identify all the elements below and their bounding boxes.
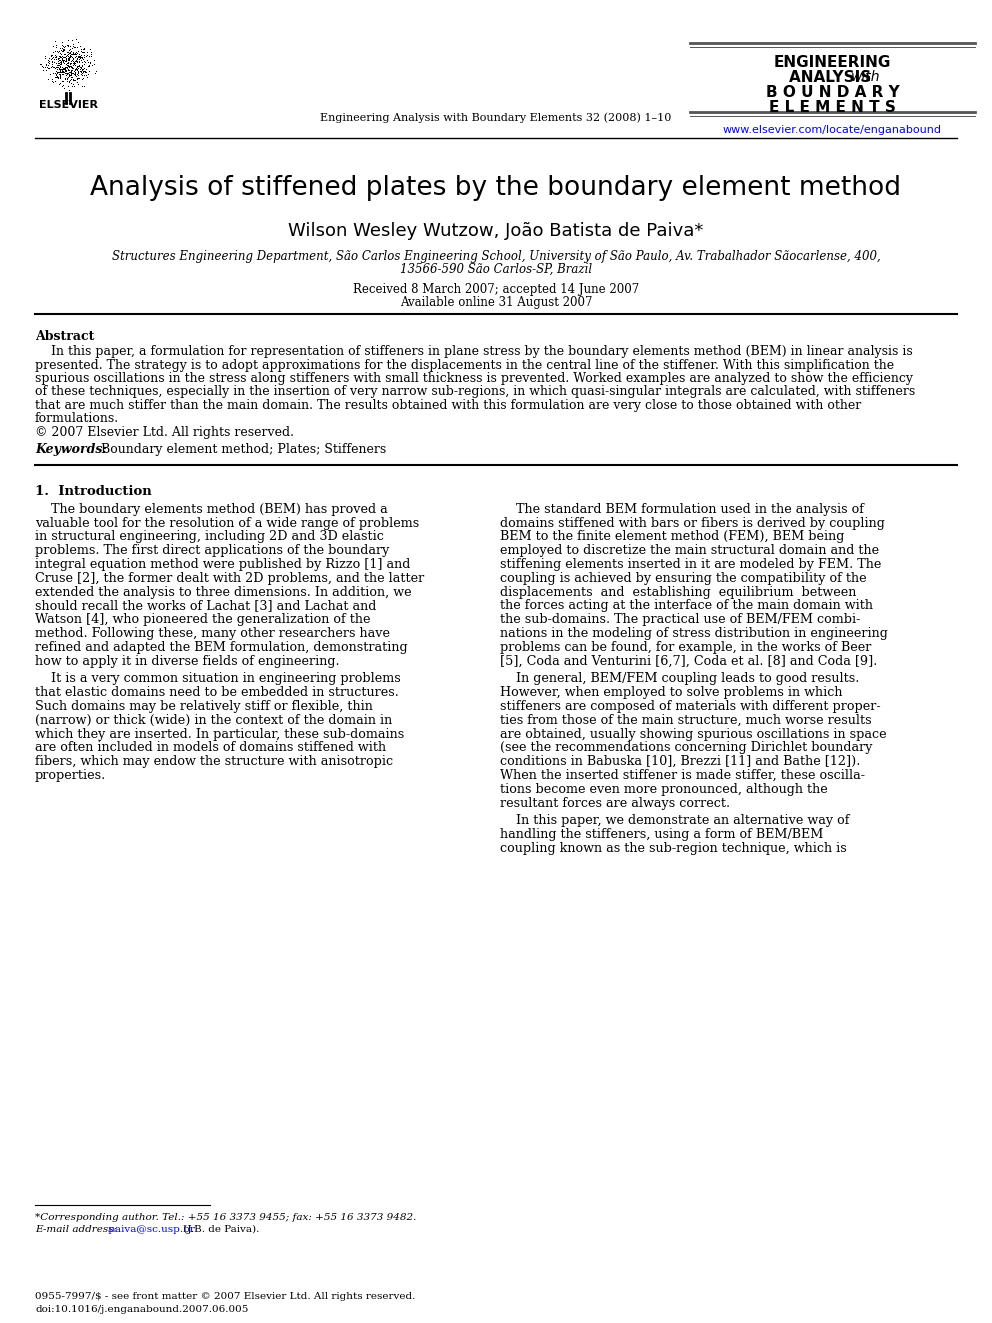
Text: coupling is achieved by ensuring the compatibility of the: coupling is achieved by ensuring the com… xyxy=(500,572,867,585)
Text: Such domains may be relatively stiff or flexible, thin: Such domains may be relatively stiff or … xyxy=(35,700,373,713)
Text: of these techniques, especially in the insertion of very narrow sub-regions, in : of these techniques, especially in the i… xyxy=(35,385,916,398)
Text: 13566-590 São Carlos-SP, Brazil: 13566-590 São Carlos-SP, Brazil xyxy=(400,263,592,277)
Text: Structures Engineering Department, São Carlos Engineering School, University of : Structures Engineering Department, São C… xyxy=(112,250,880,263)
Text: tions become even more pronounced, although the: tions become even more pronounced, altho… xyxy=(500,783,827,796)
Text: ties from those of the main structure, much worse results: ties from those of the main structure, m… xyxy=(500,714,872,726)
Text: the sub-domains. The practical use of BEM/FEM combi-: the sub-domains. The practical use of BE… xyxy=(500,613,860,626)
Text: are obtained, usually showing spurious oscillations in space: are obtained, usually showing spurious o… xyxy=(500,728,887,741)
Text: displacements  and  establishing  equilibrium  between: displacements and establishing equilibri… xyxy=(500,586,856,598)
Text: Watson [4], who pioneered the generalization of the: Watson [4], who pioneered the generaliza… xyxy=(35,613,370,626)
Text: *Corresponding author. Tel.: +55 16 3373 9455; fax: +55 16 3373 9482.: *Corresponding author. Tel.: +55 16 3373… xyxy=(35,1213,417,1222)
Text: domains stiffened with bars or fibers is derived by coupling: domains stiffened with bars or fibers is… xyxy=(500,516,885,529)
Text: ENGINEERING: ENGINEERING xyxy=(774,56,891,70)
Text: However, when employed to solve problems in which: However, when employed to solve problems… xyxy=(500,687,842,699)
Text: E L E M E N T S: E L E M E N T S xyxy=(769,101,896,115)
Text: formulations.: formulations. xyxy=(35,413,119,426)
Text: In this paper, we demonstrate an alternative way of: In this paper, we demonstrate an alterna… xyxy=(500,815,849,827)
Text: with: with xyxy=(850,70,880,83)
Text: Received 8 March 2007; accepted 14 June 2007: Received 8 March 2007; accepted 14 June … xyxy=(353,283,639,296)
Text: presented. The strategy is to adopt approximations for the displacements in the : presented. The strategy is to adopt appr… xyxy=(35,359,894,372)
Text: BEM to the finite element method (FEM), BEM being: BEM to the finite element method (FEM), … xyxy=(500,531,844,544)
Text: paiva@sc.usp.br: paiva@sc.usp.br xyxy=(105,1225,194,1234)
Text: nations in the modeling of stress distribution in engineering: nations in the modeling of stress distri… xyxy=(500,627,888,640)
Text: should recall the works of Lachat [3] and Lachat and: should recall the works of Lachat [3] an… xyxy=(35,599,376,613)
Text: ELSEVIER: ELSEVIER xyxy=(39,101,97,110)
Text: doi:10.1016/j.enganabound.2007.06.005: doi:10.1016/j.enganabound.2007.06.005 xyxy=(35,1304,248,1314)
Text: Cruse [2], the former dealt with 2D problems, and the latter: Cruse [2], the former dealt with 2D prob… xyxy=(35,572,425,585)
Text: conditions in Babuska [10], Brezzi [11] and Bathe [12]).: conditions in Babuska [10], Brezzi [11] … xyxy=(500,755,860,769)
Text: In this paper, a formulation for representation of stiffeners in plane stress by: In this paper, a formulation for represe… xyxy=(35,345,913,359)
Text: Available online 31 August 2007: Available online 31 August 2007 xyxy=(400,296,592,310)
Text: handling the stiffeners, using a form of BEM/BEM: handling the stiffeners, using a form of… xyxy=(500,828,823,841)
Text: Abstract: Abstract xyxy=(35,329,94,343)
Text: In general, BEM/FEM coupling leads to good results.: In general, BEM/FEM coupling leads to go… xyxy=(500,672,859,685)
Text: The boundary elements method (BEM) has proved a: The boundary elements method (BEM) has p… xyxy=(35,503,388,516)
Text: properties.: properties. xyxy=(35,769,106,782)
Text: B O U N D A R Y: B O U N D A R Y xyxy=(766,85,900,101)
Text: the forces acting at the interface of the main domain with: the forces acting at the interface of th… xyxy=(500,599,873,613)
Text: resultant forces are always correct.: resultant forces are always correct. xyxy=(500,796,730,810)
Text: E-mail address:: E-mail address: xyxy=(35,1225,117,1234)
Text: ANALYSIS: ANALYSIS xyxy=(789,70,876,85)
Text: refined and adapted the BEM formulation, demonstrating: refined and adapted the BEM formulation,… xyxy=(35,640,408,654)
Text: fibers, which may endow the structure with anisotropic: fibers, which may endow the structure wi… xyxy=(35,755,393,769)
Text: (J.B. de Paiva).: (J.B. de Paiva). xyxy=(180,1225,259,1234)
Text: Analysis of stiffened plates by the boundary element method: Analysis of stiffened plates by the boun… xyxy=(90,175,902,201)
Text: which they are inserted. In particular, these sub-domains: which they are inserted. In particular, … xyxy=(35,728,405,741)
Text: employed to discretize the main structural domain and the: employed to discretize the main structur… xyxy=(500,544,879,557)
Text: 0955-7997/$ - see front matter © 2007 Elsevier Ltd. All rights reserved.: 0955-7997/$ - see front matter © 2007 El… xyxy=(35,1293,416,1301)
Text: that elastic domains need to be embedded in structures.: that elastic domains need to be embedded… xyxy=(35,687,399,699)
Text: coupling known as the sub-region technique, which is: coupling known as the sub-region techniq… xyxy=(500,841,847,855)
Text: in structural engineering, including 2D and 3D elastic: in structural engineering, including 2D … xyxy=(35,531,384,544)
Text: stiffening elements inserted in it are modeled by FEM. The: stiffening elements inserted in it are m… xyxy=(500,558,881,572)
Text: problems can be found, for example, in the works of Beer: problems can be found, for example, in t… xyxy=(500,640,871,654)
Text: Wilson Wesley Wutzow, João Batista de Paiva*: Wilson Wesley Wutzow, João Batista de Pa… xyxy=(289,222,703,239)
Text: Boundary element method; Plates; Stiffeners: Boundary element method; Plates; Stiffen… xyxy=(97,443,386,456)
Text: how to apply it in diverse fields of engineering.: how to apply it in diverse fields of eng… xyxy=(35,655,339,668)
Text: integral equation method were published by Rizzo [1] and: integral equation method were published … xyxy=(35,558,411,572)
Text: problems. The first direct applications of the boundary: problems. The first direct applications … xyxy=(35,544,390,557)
Text: extended the analysis to three dimensions. In addition, we: extended the analysis to three dimension… xyxy=(35,586,412,598)
Text: Keywords:: Keywords: xyxy=(35,443,107,456)
Text: (see the recommendations concerning Dirichlet boundary: (see the recommendations concerning Diri… xyxy=(500,741,873,754)
Text: It is a very common situation in engineering problems: It is a very common situation in enginee… xyxy=(35,672,401,685)
Text: method. Following these, many other researchers have: method. Following these, many other rese… xyxy=(35,627,390,640)
Text: (narrow) or thick (wide) in the context of the domain in: (narrow) or thick (wide) in the context … xyxy=(35,714,392,726)
Text: [5], Coda and Venturini [6,7], Coda et al. [8] and Coda [9].: [5], Coda and Venturini [6,7], Coda et a… xyxy=(500,655,877,668)
Text: spurious oscillations in the stress along stiffeners with small thickness is pre: spurious oscillations in the stress alon… xyxy=(35,372,913,385)
Text: that are much stiffer than the main domain. The results obtained with this formu: that are much stiffer than the main doma… xyxy=(35,400,861,411)
Text: When the inserted stiffener is made stiffer, these oscilla-: When the inserted stiffener is made stif… xyxy=(500,769,865,782)
Text: are often included in models of domains stiffened with: are often included in models of domains … xyxy=(35,741,386,754)
Text: 1.  Introduction: 1. Introduction xyxy=(35,486,152,497)
Text: valuable tool for the resolution of a wide range of problems: valuable tool for the resolution of a wi… xyxy=(35,516,420,529)
Text: © 2007 Elsevier Ltd. All rights reserved.: © 2007 Elsevier Ltd. All rights reserved… xyxy=(35,426,294,439)
Text: Engineering Analysis with Boundary Elements 32 (2008) 1–10: Engineering Analysis with Boundary Eleme… xyxy=(320,112,672,123)
Text: www.elsevier.com/locate/enganabound: www.elsevier.com/locate/enganabound xyxy=(723,124,942,135)
Text: The standard BEM formulation used in the analysis of: The standard BEM formulation used in the… xyxy=(500,503,864,516)
Text: stiffeners are composed of materials with different proper-: stiffeners are composed of materials wit… xyxy=(500,700,881,713)
